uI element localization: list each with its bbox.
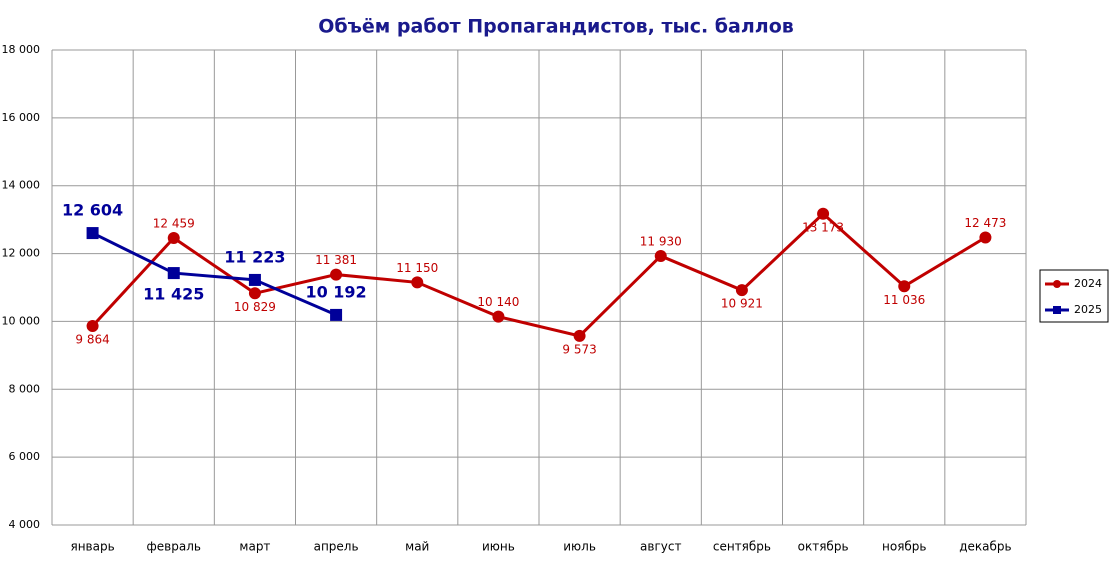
x-tick-label: июль [563, 540, 596, 554]
marker [167, 231, 180, 244]
marker [330, 268, 343, 281]
marker [86, 320, 99, 333]
data-label: 11 223 [224, 247, 285, 266]
marker [979, 231, 992, 244]
x-tick-label: январь [70, 540, 114, 554]
x-tick-label: октябрь [798, 540, 849, 554]
x-tick-label: декабрь [959, 540, 1011, 554]
data-label: 12 459 [153, 216, 195, 230]
x-tick-label: июнь [482, 540, 515, 554]
marker [411, 276, 424, 289]
y-tick-label: 10 000 [2, 314, 41, 327]
data-label: 12 473 [964, 216, 1006, 230]
data-label: 11 381 [315, 253, 357, 267]
y-tick-label: 8 000 [9, 382, 41, 395]
marker [248, 287, 261, 300]
marker [330, 308, 343, 321]
data-label: 9 864 [75, 333, 109, 347]
marker [167, 267, 180, 280]
x-tick-label: май [405, 540, 429, 554]
legend-marker [1053, 280, 1061, 288]
data-label: 12 604 [62, 201, 123, 220]
marker [817, 207, 830, 220]
x-tick-label: март [239, 540, 270, 554]
legend-box [1039, 269, 1109, 323]
legend-label: 2024 [1074, 277, 1102, 290]
data-label: 10 829 [234, 300, 276, 314]
series-line [91, 231, 337, 317]
data-label: 9 573 [562, 342, 596, 356]
data-label: 11 930 [640, 234, 682, 248]
marker [735, 284, 748, 297]
y-tick-label: 14 000 [2, 179, 41, 192]
data-label: 11 425 [143, 285, 204, 304]
y-tick-label: 4 000 [9, 518, 41, 531]
x-tick-label: ноябрь [882, 540, 927, 554]
x-tick-label: сентябрь [713, 540, 771, 554]
marker [898, 280, 911, 293]
legend-marker [1053, 306, 1061, 314]
marker [654, 249, 667, 262]
legend-label: 2025 [1074, 303, 1102, 316]
y-tick-label: 18 000 [2, 43, 41, 56]
data-label: 10 192 [305, 282, 366, 301]
y-tick-label: 6 000 [9, 450, 41, 463]
marker [573, 329, 586, 342]
x-tick-label: август [640, 540, 681, 554]
y-tick-label: 16 000 [2, 111, 41, 124]
data-label: 10 140 [477, 295, 519, 309]
x-tick-label: апрель [314, 540, 359, 554]
marker [86, 227, 99, 240]
data-label: 11 036 [883, 293, 925, 307]
y-tick-label: 12 000 [2, 247, 41, 260]
marker [492, 310, 505, 323]
data-label: 10 921 [721, 297, 763, 311]
marker [248, 273, 261, 286]
chart-title: Объём работ Пропагандистов, тыс. баллов [318, 16, 794, 38]
series-line [91, 211, 987, 338]
x-tick-label: февраль [147, 540, 201, 554]
data-label: 11 150 [396, 261, 438, 275]
data-label: 13 173 [802, 220, 844, 234]
